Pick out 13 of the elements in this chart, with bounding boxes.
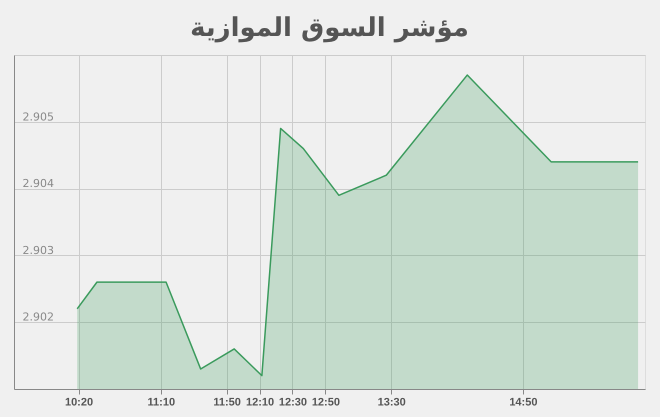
x-tick-label: 12:30 [278, 396, 308, 408]
y-tick-label: 2.903 [22, 244, 54, 257]
y-tick-label: 2.905 [22, 110, 54, 124]
x-tick-label: 14:50 [509, 396, 538, 408]
x-tick-label: 13:30 [378, 396, 406, 408]
x-tick-label: 12:10 [246, 396, 274, 408]
y-tick-label: 2.904 [22, 177, 54, 190]
x-tick-label: 12:50 [312, 396, 340, 408]
x-tick-label: 10:20 [64, 396, 94, 408]
x-tick-label: 11:10 [148, 396, 176, 408]
chart-title: مؤشر السوق الموازية [190, 13, 469, 43]
y-tick-label: 2.902 [22, 310, 54, 324]
x-tick-label: 11:50 [213, 396, 241, 408]
